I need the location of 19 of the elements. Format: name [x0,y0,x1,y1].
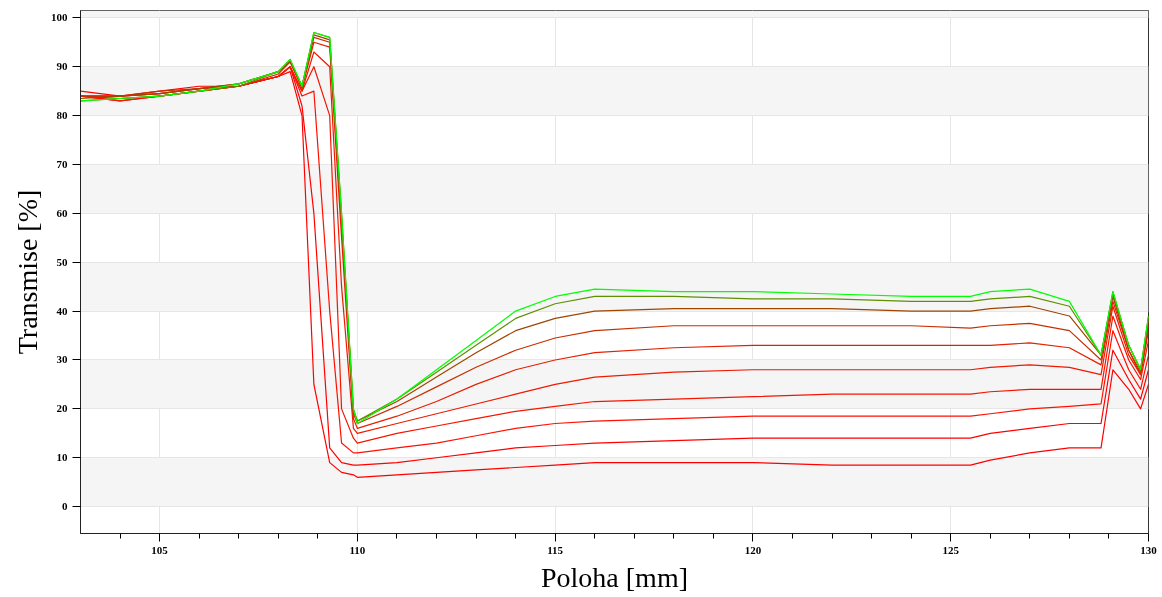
x-tick-label: 130 [1140,543,1158,556]
x-tick-label: 115 [547,543,564,556]
y-tick-label: 30 [56,353,68,366]
x-tick-label: 125 [942,543,960,556]
y-axis-title: Transmise [%] [12,189,43,355]
y-tick-label: 10 [56,451,68,464]
x-axis-title: Poloha [mm] [541,561,689,593]
y-tick-label: 50 [56,255,68,268]
x-tick-label: 105 [151,543,169,556]
y-tick-label: 100 [51,11,68,24]
x-tick-label: 120 [744,543,762,556]
y-tick-label: 70 [56,157,68,170]
y-tick-label: 60 [56,206,68,219]
y-tick-label: 90 [56,60,68,73]
y-tick-label: 0 [62,500,68,513]
y-tick-label: 40 [56,304,68,317]
y-tick-label: 80 [56,109,68,122]
y-tick-label: 20 [56,402,68,415]
x-tick-label: 110 [349,543,366,556]
